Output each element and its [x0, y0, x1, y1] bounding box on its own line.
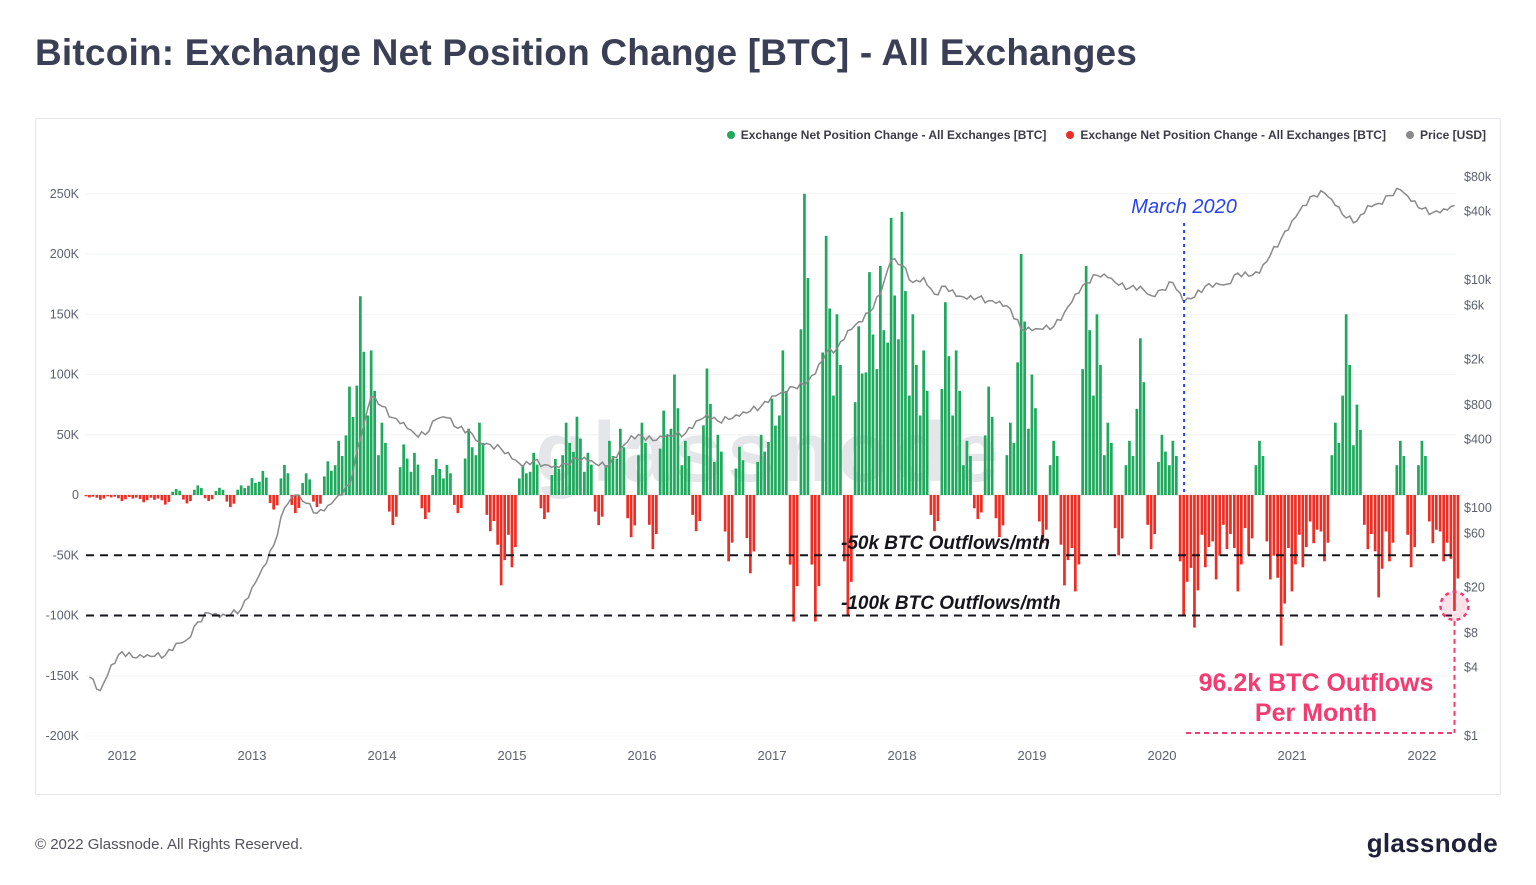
x-axis-tick: 2012	[108, 748, 137, 763]
legend-item-netflow-positive[interactable]: Exchange Net Position Change - All Excha…	[726, 128, 1047, 142]
chart-panel: Exchange Net Position Change - All Excha…	[35, 118, 1501, 795]
x-axis-tick: 2019	[1018, 748, 1047, 763]
highlight-label: Per Month	[1255, 699, 1377, 727]
outflow-threshold-label: -50k BTC Outflows/mth	[841, 533, 1050, 554]
left-axis-tick: -100K	[46, 609, 80, 623]
legend-item-netflow-negative[interactable]: Exchange Net Position Change - All Excha…	[1066, 128, 1386, 142]
left-axis-tick: 0	[72, 488, 79, 502]
right-axis-tick: $800	[1464, 398, 1492, 412]
left-axis-tick: 100K	[50, 368, 80, 382]
right-axis-tick: $10k	[1464, 273, 1492, 287]
left-axis-tick: -200K	[46, 729, 80, 743]
left-axis-tick: 250K	[50, 187, 80, 201]
left-axis-tick: -150K	[46, 669, 80, 683]
right-axis-tick: $40k	[1464, 204, 1492, 218]
x-axis-tick: 2021	[1278, 748, 1307, 763]
right-axis-tick: $400	[1464, 432, 1492, 446]
x-axis-tick: 2014	[368, 748, 397, 763]
gray-dot-icon	[1405, 131, 1414, 139]
right-axis-tick: $8	[1464, 626, 1478, 640]
left-axis-tick: 50K	[57, 428, 80, 442]
legend-item-price[interactable]: Price [USD]	[1405, 128, 1486, 142]
price-line	[89, 187, 1455, 692]
page-title: Bitcoin: Exchange Net Position Change [B…	[35, 32, 1138, 73]
outflow-threshold-label: -100k BTC Outflows/mth	[841, 593, 1061, 614]
x-axis-tick: 2020	[1148, 748, 1177, 763]
legend-label: Price [USD]	[1419, 128, 1486, 142]
right-axis-tick: $2k	[1464, 353, 1485, 367]
right-axis-tick: $80k	[1464, 170, 1492, 184]
right-axis-tick: $100	[1464, 501, 1492, 515]
legend-label: Exchange Net Position Change - All Excha…	[1080, 128, 1386, 142]
netflow-bars	[84, 193, 1460, 646]
x-axis-tick: 2022	[1408, 748, 1437, 763]
highlight-label: 96.2k BTC Outflows	[1199, 669, 1434, 697]
x-axis-tick: 2017	[758, 748, 787, 763]
highlight-circle	[1439, 590, 1470, 622]
march-2020-label: March 2020	[1131, 196, 1237, 218]
right-axis-tick: $60	[1464, 526, 1485, 540]
right-axis-tick: $1	[1464, 729, 1478, 743]
legend-label: Exchange Net Position Change - All Excha…	[740, 128, 1047, 142]
right-axis-tick: $6k	[1464, 298, 1485, 312]
x-axis-tick: 2013	[238, 748, 267, 763]
red-dot-icon	[1066, 131, 1075, 139]
right-axis-tick: $4	[1464, 660, 1478, 674]
left-axis-tick: 150K	[50, 307, 80, 321]
glassnode-logo[interactable]: glassnode	[1366, 828, 1498, 858]
x-axis-tick: 2018	[888, 748, 917, 763]
green-dot-icon	[726, 131, 735, 139]
left-axis-tick: -50K	[53, 548, 80, 562]
chart-plot[interactable]: glassnode-50k BTC Outflows/mth-100k BTC …	[36, 119, 1500, 794]
x-axis-tick: 2015	[498, 748, 527, 763]
chart-legend: Exchange Net Position Change - All Excha…	[726, 128, 1486, 142]
left-axis-tick: 200K	[50, 247, 80, 261]
x-axis-tick: 2016	[628, 748, 657, 763]
right-axis-tick: $20	[1464, 581, 1485, 595]
footer-copyright: © 2022 Glassnode. All Rights Reserved.	[35, 836, 303, 853]
